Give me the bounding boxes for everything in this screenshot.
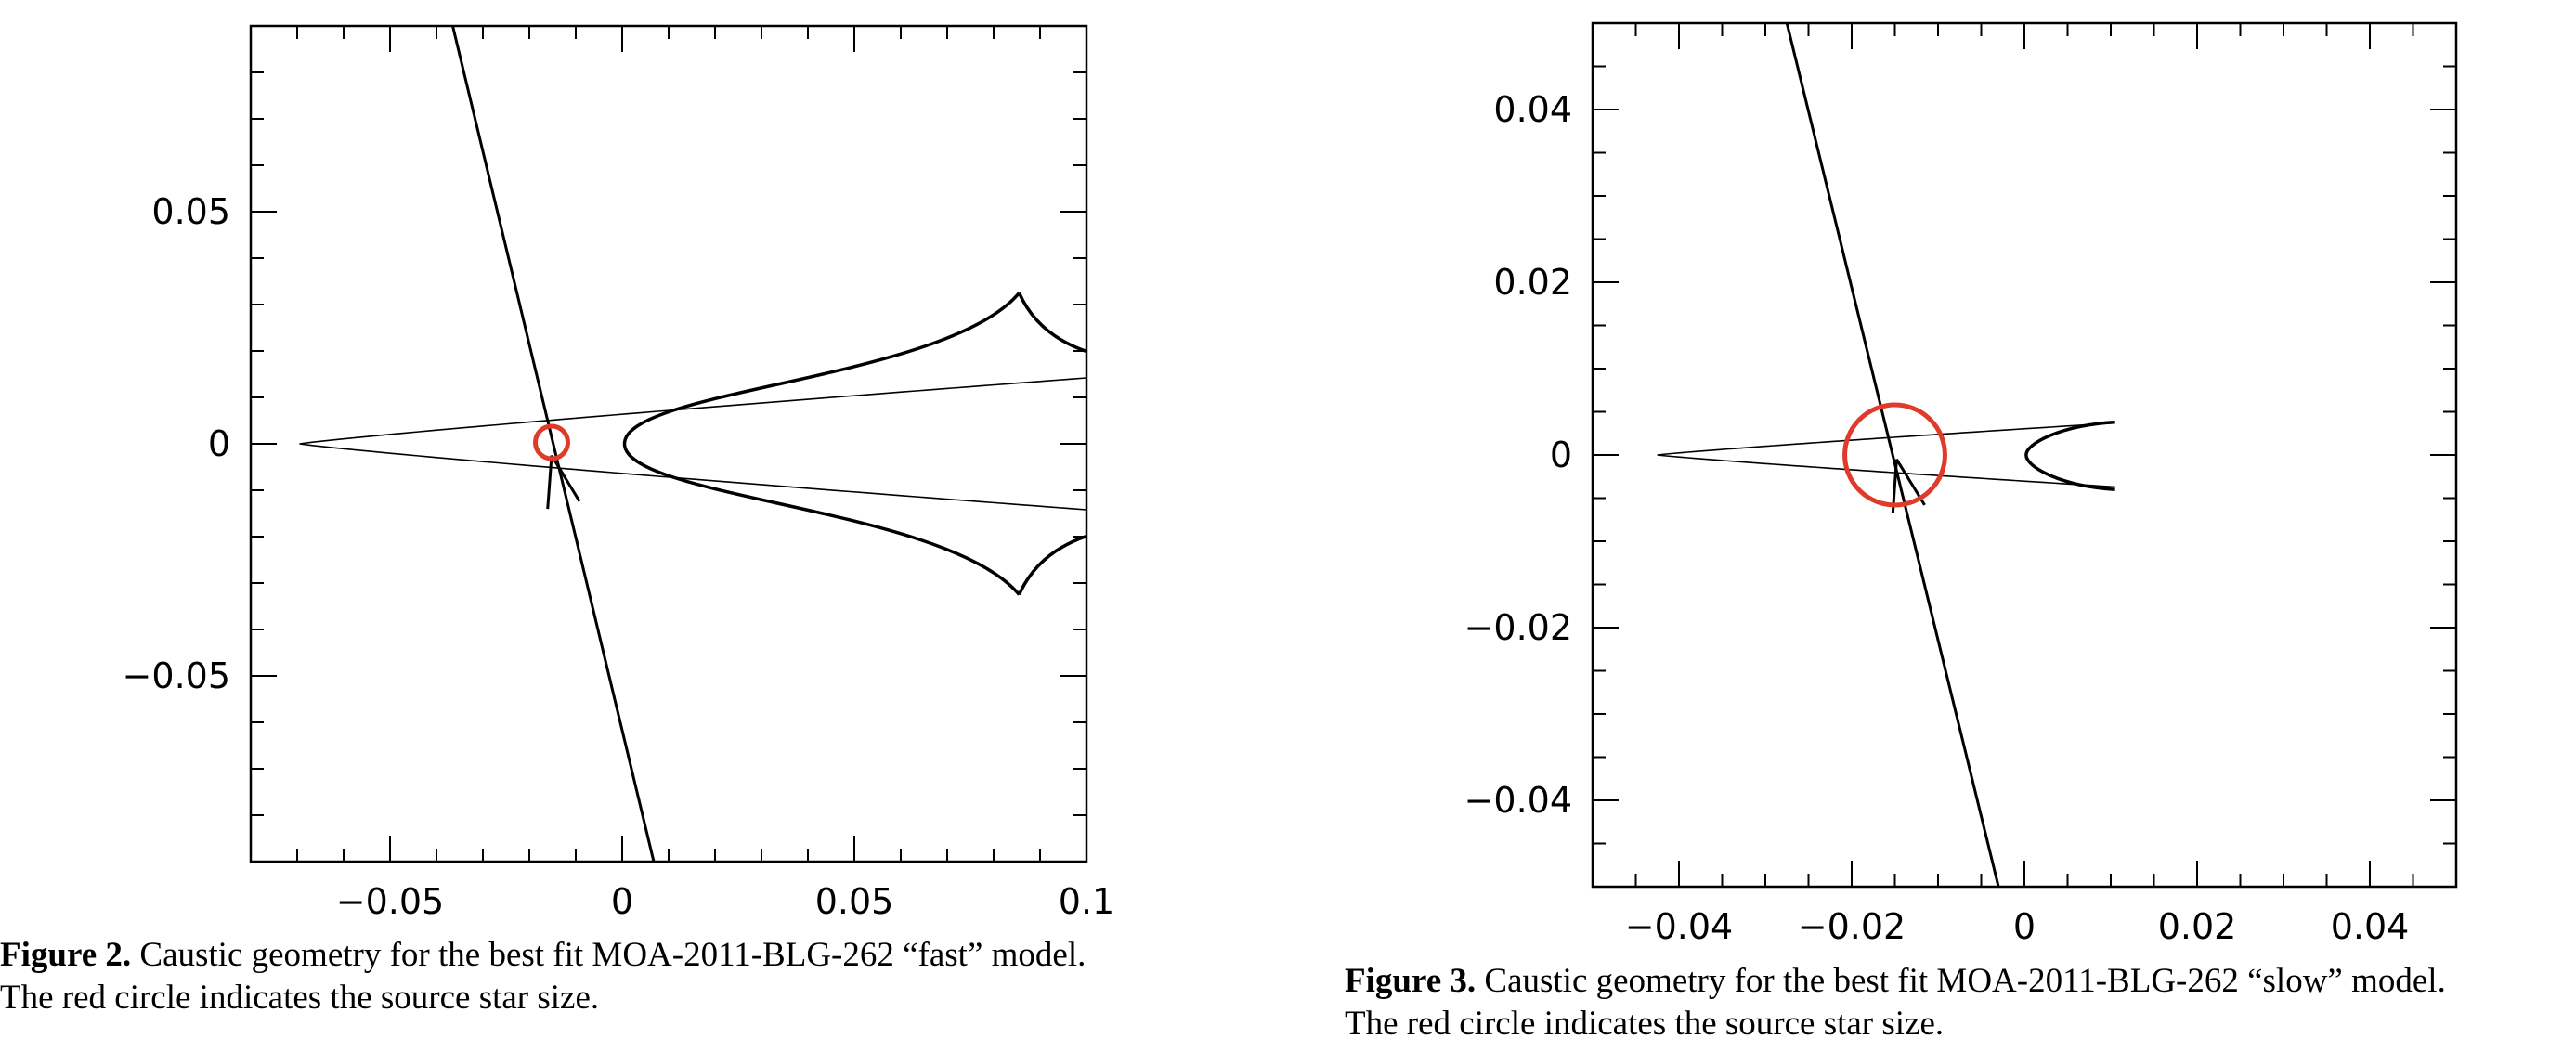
caustic-inner-lower-cusp (1017, 534, 1086, 596)
tick-marks (250, 25, 1087, 863)
x-tick-label: 0.1 (1059, 881, 1114, 922)
y-tick-label: 0 (1550, 435, 1572, 475)
tick-marks (1592, 22, 2457, 888)
x-tick-label: 0.04 (2331, 906, 2410, 947)
caustic-inner-upper-cusp (1017, 292, 1086, 354)
caustic-outer-lower (1657, 454, 2115, 488)
y-tick-label: −0.04 (1464, 780, 1572, 821)
x-tick-label: 0 (2013, 906, 2036, 947)
plot-frame (1591, 21, 2458, 889)
x-tick-label: 0.05 (815, 881, 894, 922)
plot-frame (249, 24, 1088, 863)
x-tick-label: 0 (611, 881, 633, 922)
source-star-circle (533, 423, 570, 461)
source-trajectory (1785, 23, 2000, 887)
chart-slow-model: −0.04 −0.02 0 0.02 0.04 −0.04 −0.02 0 0.02 0.04 (1464, 21, 2458, 947)
source-star-circle (1842, 402, 1947, 508)
y-tick-label: −0.02 (1464, 607, 1572, 648)
figure-3-label: Figure 3. (1345, 962, 1477, 1000)
figure-2-caption-line-1: Figure 2. Caustic geometry for the best … (0, 934, 1086, 977)
figure-2-label: Figure 2. (0, 936, 132, 974)
plot-area (299, 26, 1086, 862)
caustic-inner-left-arc (622, 292, 1021, 596)
arrow-head-left (550, 454, 581, 502)
figure-2-caption-text: Caustic geometry for the best fit MOA-20… (139, 936, 1086, 974)
plot-area (1657, 23, 2115, 887)
x-tick-label: 0.02 (2158, 906, 2237, 947)
x-tick-label: −0.05 (336, 881, 444, 922)
caustic-outer-upper (1657, 422, 2115, 456)
y-tick-label: 0.05 (151, 191, 230, 232)
x-tick-label: −0.04 (1625, 906, 1733, 947)
y-tick-label: 0.04 (1493, 89, 1572, 130)
y-tick-label: 0 (208, 423, 230, 464)
y-tick-label: −0.05 (123, 655, 230, 696)
x-tick-label: −0.02 (1798, 906, 1906, 947)
figure-3-caption: Figure 3. Caustic geometry for the best … (1345, 960, 2446, 1045)
caustic-outer-upper (299, 377, 1086, 445)
figure-3-caption-line-2: The red circle indicates the source star… (1345, 1005, 1945, 1043)
y-tick-label: 0.02 (1493, 262, 1572, 303)
figure-2-caption: Figure 2. Caustic geometry for the best … (0, 934, 1086, 1019)
chart-fast-model: −0.05 0 0.05 0.1 −0.05 0 0.05 (123, 24, 1114, 922)
caustic-outer-lower (299, 443, 1086, 511)
figure-2-caption-line-2: The red circle indicates the source star… (0, 979, 600, 1017)
figure-3-caption-text: Caustic geometry for the best fit MOA-20… (1484, 962, 2446, 1000)
source-trajectory (451, 26, 656, 862)
arrow-head-right (546, 455, 553, 510)
caustic-inner-arc (2024, 420, 2115, 491)
figure-3-caption-line-1: Figure 3. Caustic geometry for the best … (1345, 960, 2446, 1003)
